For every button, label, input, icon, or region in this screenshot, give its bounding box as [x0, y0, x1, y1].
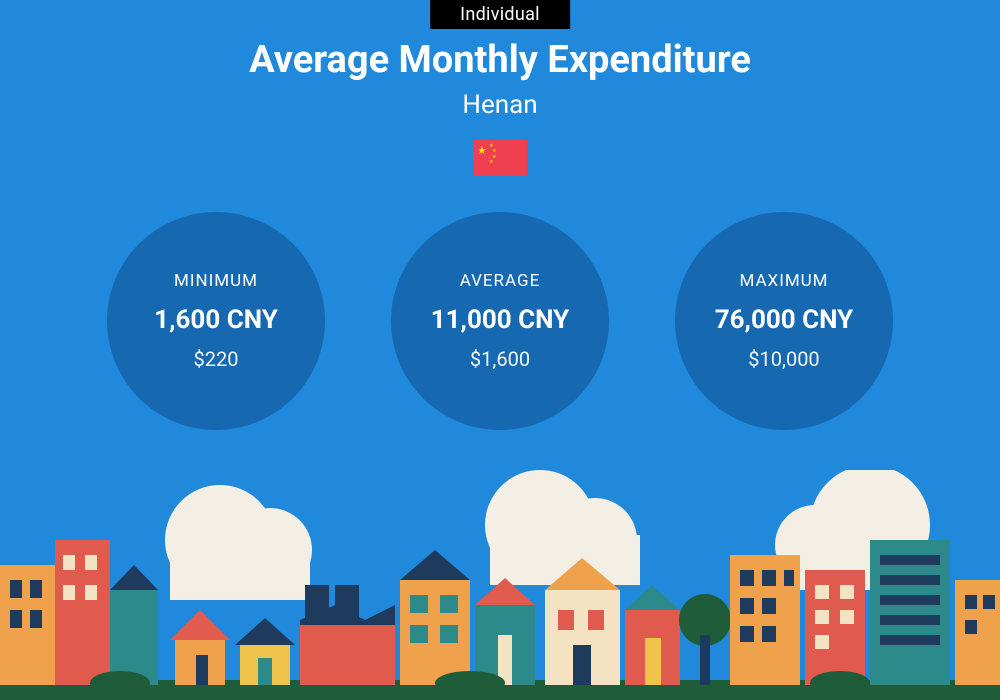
stat-circles-row: MINIMUM 1,600 CNY $220 AVERAGE 11,000 CN… [0, 212, 1000, 430]
stat-label: MAXIMUM [739, 271, 828, 291]
china-flag-icon: ★ ★ ★ ★ ★ [473, 140, 527, 176]
stat-label: AVERAGE [460, 271, 541, 291]
category-badge: Individual [430, 0, 570, 29]
page-title: Average Monthly Expenditure [0, 38, 1000, 82]
cityscape-illustration-icon [0, 470, 1000, 700]
stat-circle-maximum: MAXIMUM 76,000 CNY $10,000 [675, 212, 893, 430]
stat-value-local: 76,000 CNY [715, 305, 854, 335]
stat-value-local: 1,600 CNY [154, 305, 278, 335]
category-badge-text: Individual [460, 4, 540, 25]
stat-value-usd: $220 [194, 347, 239, 371]
stat-circle-average: AVERAGE 11,000 CNY $1,600 [391, 212, 609, 430]
stat-value-usd: $1,600 [470, 347, 530, 371]
stat-circle-minimum: MINIMUM 1,600 CNY $220 [107, 212, 325, 430]
stat-label: MINIMUM [174, 271, 258, 291]
stat-value-usd: $10,000 [748, 347, 819, 371]
region-subtitle: Henan [0, 90, 1000, 120]
infographic-canvas: Individual Average Monthly Expenditure H… [0, 0, 1000, 700]
stat-value-local: 11,000 CNY [431, 305, 570, 335]
